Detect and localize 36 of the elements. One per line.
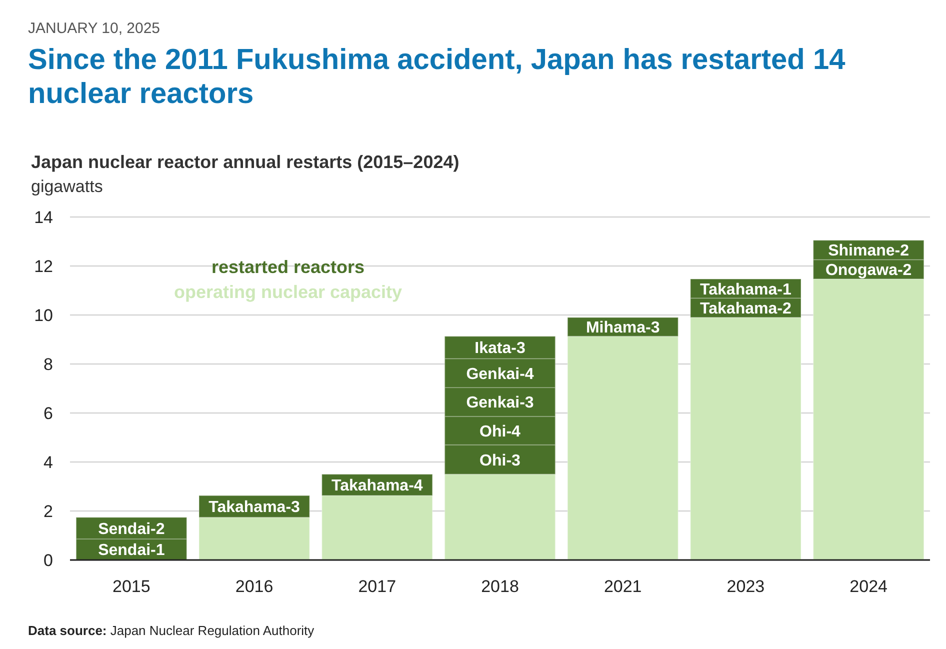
y-tick-label: 2 — [44, 502, 53, 521]
data-label: Takahama-1 — [700, 281, 792, 298]
data-label: Sendai-1 — [98, 542, 165, 560]
data-label: Mihama-3 — [586, 320, 660, 337]
y-tick-label: 0 — [44, 550, 53, 570]
text: operating nuclear capacity — [174, 282, 402, 302]
x-tick-label: 2018 — [481, 577, 519, 596]
y-tick-label: 12 — [34, 256, 53, 276]
data-label: Shimane-2 — [828, 242, 910, 260]
chart-subtitle: Japan nuclear reactor annual restarts (2015–2024) — [31, 152, 460, 172]
y-tick-label: 14 — [34, 208, 53, 227]
y-tick-label: 6 — [44, 404, 53, 423]
data-label: Takahama-4 — [331, 478, 423, 495]
x-tick-label: 2016 — [235, 577, 274, 596]
x-tick-label: 2017 — [358, 577, 396, 596]
data-label: Genkai-4 — [466, 366, 534, 383]
x-tick-label: 2023 — [726, 577, 765, 596]
x-tick-label: 2021 — [604, 577, 642, 596]
x-tick-label: 2024 — [850, 577, 888, 596]
data-label: Genkai-3 — [466, 394, 534, 412]
data-label: Ohi-3 — [480, 452, 521, 470]
source-note: Data source: Japan Nuclear Regulation Authority — [28, 623, 315, 638]
text: JANUARY 10, 2025 — [28, 20, 160, 37]
y-tick-label: 8 — [44, 354, 53, 374]
data-label: Takahama-3 — [208, 499, 300, 516]
data-label: Onogawa-2 — [825, 262, 912, 280]
y-axis-title: gigawatts — [31, 177, 103, 196]
text: restarted reactors — [211, 257, 365, 277]
y-tick-label: 10 — [34, 306, 53, 325]
data-label: Ohi-4 — [480, 423, 521, 440]
data-label: Sendai-2 — [98, 520, 165, 538]
data-label: Ikata-3 — [474, 340, 526, 358]
chart-title: Since the 2011 Fukushima accident, Japan has restarted 14 nuclear reactors — [28, 44, 846, 110]
y-tick-label: 4 — [44, 452, 53, 472]
data-label: Takahama-2 — [700, 300, 792, 318]
x-tick-label: 2015 — [112, 577, 150, 596]
